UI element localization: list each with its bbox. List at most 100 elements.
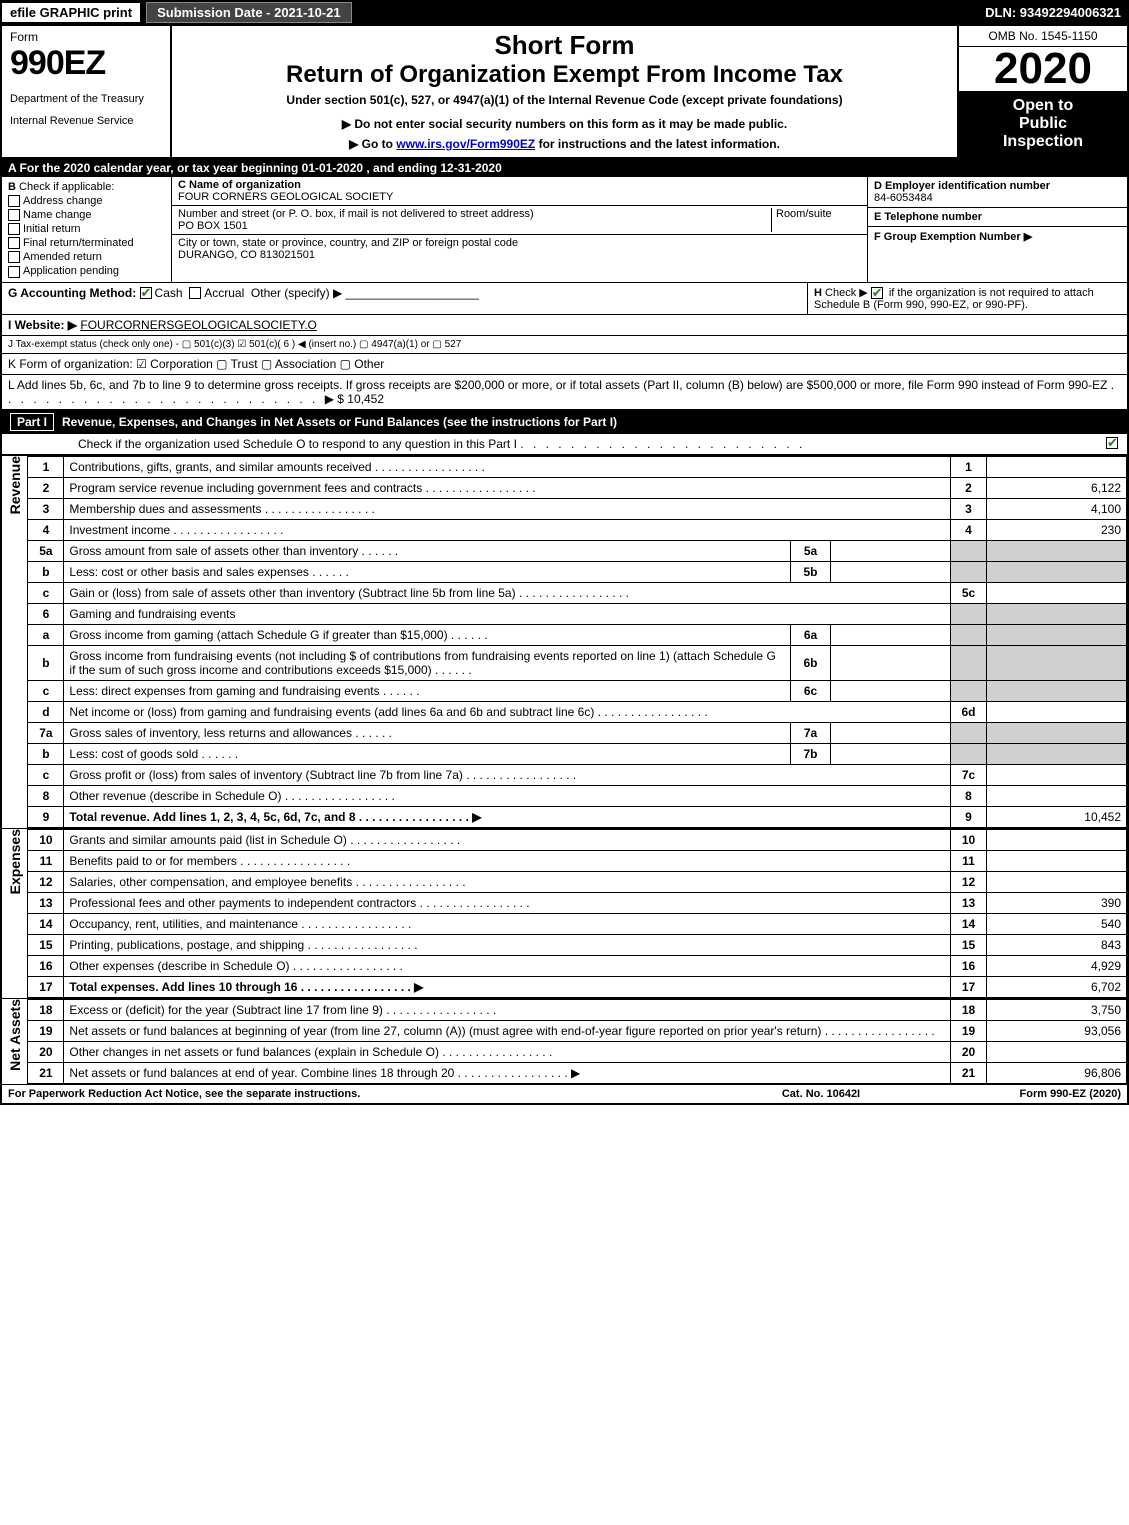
efile-label[interactable]: efile GRAPHIC print bbox=[0, 1, 142, 24]
line-amount: 390 bbox=[987, 892, 1127, 913]
table-row: dNet income or (loss) from gaming and fu… bbox=[28, 701, 1127, 722]
line-text: Net income or (loss) from gaming and fun… bbox=[64, 701, 951, 722]
section-def: D Employer identification number 84-6053… bbox=[867, 177, 1127, 282]
grey-cell bbox=[987, 540, 1127, 561]
line-amount bbox=[987, 582, 1127, 603]
part1-title: Revenue, Expenses, and Changes in Net As… bbox=[62, 415, 617, 429]
netassets-side-label: Net Assets bbox=[2, 999, 27, 1084]
line-number: 4 bbox=[28, 519, 64, 540]
line-text: Contributions, gifts, grants, and simila… bbox=[64, 456, 951, 477]
table-row: 16Other expenses (describe in Schedule O… bbox=[28, 955, 1127, 976]
chk-name-change[interactable]: Name change bbox=[8, 209, 165, 221]
chk-address-change[interactable]: Address change bbox=[8, 195, 165, 207]
table-row: 7aGross sales of inventory, less returns… bbox=[28, 722, 1127, 743]
table-row: 18Excess or (deficit) for the year (Subt… bbox=[28, 999, 1127, 1020]
footer-left: For Paperwork Reduction Act Notice, see … bbox=[8, 1088, 721, 1100]
line-l-amount: $ 10,452 bbox=[337, 392, 384, 406]
city-label: City or town, state or province, country… bbox=[178, 237, 861, 249]
revenue-table: 1Contributions, gifts, grants, and simil… bbox=[27, 456, 1127, 828]
chk-schedule-o[interactable] bbox=[1106, 437, 1118, 449]
table-row: 21Net assets or fund balances at end of … bbox=[28, 1062, 1127, 1083]
subline-box: 6a bbox=[791, 624, 831, 645]
line-amount bbox=[987, 850, 1127, 871]
line-number: 17 bbox=[28, 976, 64, 997]
line-number: c bbox=[28, 764, 64, 785]
form-id-cell: Form 990EZ Department of the Treasury In… bbox=[2, 26, 172, 157]
ssn-note: ▶ Do not enter social security numbers o… bbox=[178, 117, 951, 131]
chk-accrual[interactable] bbox=[189, 287, 201, 299]
dept-treasury: Department of the Treasury bbox=[10, 93, 162, 105]
grey-cell bbox=[987, 561, 1127, 582]
line-box: 10 bbox=[951, 829, 987, 850]
line-number: 2 bbox=[28, 477, 64, 498]
top-bar: efile GRAPHIC print Submission Date - 20… bbox=[0, 0, 1129, 24]
line-box: 3 bbox=[951, 498, 987, 519]
chk-application-pending[interactable]: Application pending bbox=[8, 265, 165, 277]
grey-cell bbox=[951, 645, 987, 680]
chk-cash[interactable] bbox=[140, 287, 152, 299]
line-text: Printing, publications, postage, and shi… bbox=[64, 934, 951, 955]
line-text: Less: cost or other basis and sales expe… bbox=[64, 561, 791, 582]
line-amount: 843 bbox=[987, 934, 1127, 955]
org-city: DURANGO, CO 813021501 bbox=[178, 249, 861, 261]
line-number: 8 bbox=[28, 785, 64, 806]
website-value[interactable]: FOURCORNERSGEOLOGICALSOCIETY.O bbox=[80, 318, 317, 332]
line-text: Less: cost of goods sold . . . . . . bbox=[64, 743, 791, 764]
table-row: bLess: cost or other basis and sales exp… bbox=[28, 561, 1127, 582]
subline-box: 7b bbox=[791, 743, 831, 764]
title-cell: Short Form Return of Organization Exempt… bbox=[172, 26, 957, 157]
table-row: 15Printing, publications, postage, and s… bbox=[28, 934, 1127, 955]
form-label: Form bbox=[10, 30, 162, 44]
line-amount bbox=[987, 829, 1127, 850]
org-name: FOUR CORNERS GEOLOGICAL SOCIETY bbox=[178, 191, 861, 203]
line-gh: G Accounting Method: Cash Accrual Other … bbox=[2, 283, 1127, 315]
line-box: 18 bbox=[951, 999, 987, 1020]
grey-cell bbox=[987, 743, 1127, 764]
line-box: 15 bbox=[951, 934, 987, 955]
grey-cell bbox=[987, 680, 1127, 701]
line-box: 9 bbox=[951, 806, 987, 827]
table-row: 9Total revenue. Add lines 1, 2, 3, 4, 5c… bbox=[28, 806, 1127, 827]
irs-link[interactable]: www.irs.gov/Form990EZ bbox=[396, 137, 535, 151]
main-title: Return of Organization Exempt From Incom… bbox=[178, 61, 951, 89]
chk-schedule-b[interactable] bbox=[871, 287, 883, 299]
grey-cell bbox=[987, 645, 1127, 680]
line-box: 13 bbox=[951, 892, 987, 913]
subtitle: Under section 501(c), 527, or 4947(a)(1)… bbox=[178, 93, 951, 107]
line-number: 7a bbox=[28, 722, 64, 743]
table-row: 5aGross amount from sale of assets other… bbox=[28, 540, 1127, 561]
line-box: 17 bbox=[951, 976, 987, 997]
section-b: B Check if applicable: Address change Na… bbox=[2, 177, 172, 282]
grey-cell bbox=[987, 603, 1127, 624]
table-row: 13Professional fees and other payments t… bbox=[28, 892, 1127, 913]
subline-box: 5b bbox=[791, 561, 831, 582]
line-number: b bbox=[28, 645, 64, 680]
table-row: cLess: direct expenses from gaming and f… bbox=[28, 680, 1127, 701]
chk-amended-return[interactable]: Amended return bbox=[8, 251, 165, 263]
org-city-row: City or town, state or province, country… bbox=[172, 235, 867, 263]
line-text: Grants and similar amounts paid (list in… bbox=[64, 829, 951, 850]
grey-cell bbox=[951, 561, 987, 582]
revenue-side-label: Revenue bbox=[2, 456, 27, 828]
line-text: Membership dues and assessments . . . . … bbox=[64, 498, 951, 519]
line-box: 5c bbox=[951, 582, 987, 603]
line-amount: 93,056 bbox=[987, 1020, 1127, 1041]
line-text: Other revenue (describe in Schedule O) .… bbox=[64, 785, 951, 806]
grey-cell bbox=[951, 540, 987, 561]
org-addr: PO BOX 1501 bbox=[178, 220, 771, 232]
line-amount bbox=[987, 764, 1127, 785]
org-name-label: C Name of organization bbox=[178, 179, 861, 191]
line-number: 18 bbox=[28, 999, 64, 1020]
dln: DLN: 93492294006321 bbox=[977, 3, 1129, 22]
line-number: 16 bbox=[28, 955, 64, 976]
table-row: 3Membership dues and assessments . . . .… bbox=[28, 498, 1127, 519]
grey-cell bbox=[951, 603, 987, 624]
expenses-side-label: Expenses bbox=[2, 829, 27, 998]
form-header: Form 990EZ Department of the Treasury In… bbox=[2, 26, 1127, 159]
chk-initial-return[interactable]: Initial return bbox=[8, 223, 165, 235]
chk-final-return[interactable]: Final return/terminated bbox=[8, 237, 165, 249]
h-label: H bbox=[814, 287, 822, 299]
tax-year: 2020 bbox=[959, 47, 1127, 91]
line-k: K Form of organization: ☑ Corporation ▢ … bbox=[2, 354, 1127, 375]
goto-note: ▶ Go to www.irs.gov/Form990EZ for instru… bbox=[178, 137, 951, 151]
